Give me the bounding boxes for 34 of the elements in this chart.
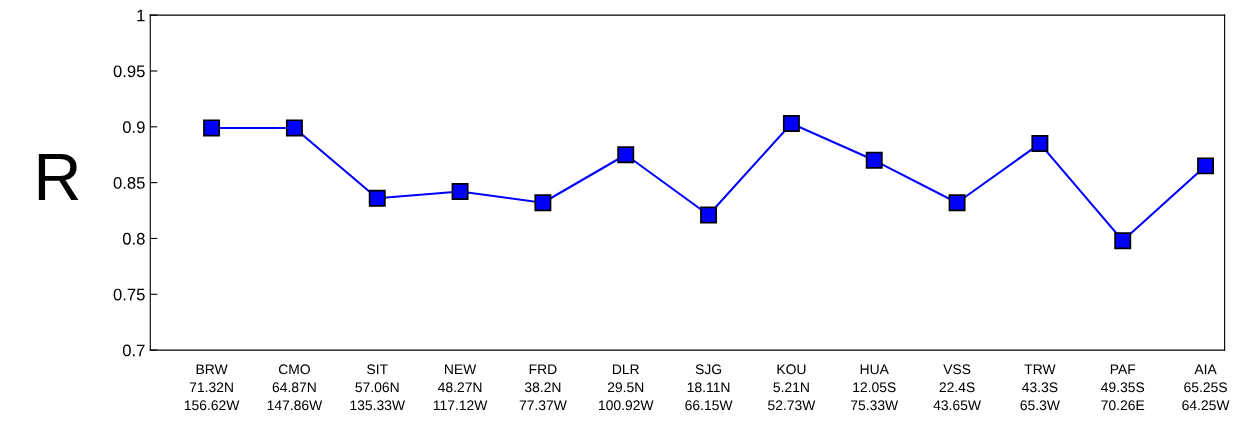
point [617,146,635,164]
x-tick-label: NEW 48.27N 117.12W [433,364,488,411]
x-tick-label: DLR 29.5N 100.92W [599,364,654,411]
point [1031,135,1049,153]
point [1114,232,1132,250]
y-axis-title: R [38,154,79,200]
y-tick-label: 0.95 [113,65,145,78]
x-tick-label: CMO 64.87N 147.86W [267,364,323,411]
point [451,183,469,201]
x-tick-label: PAF 49.35S 70.26E [1101,364,1145,411]
point [203,119,221,137]
point [1197,157,1215,175]
point [865,151,883,169]
point [948,194,966,212]
y-tick-label: 0.75 [113,288,145,301]
x-tick-label: FRD 38.2N 77.37W [519,364,567,411]
point [782,114,800,132]
x-tick-label: BRW 71.32N 156.62W [184,364,240,411]
x-tick-label: SIT 57.06N 135.33W [350,364,405,411]
point [534,194,552,212]
point [368,189,386,207]
x-tick-label: SJG 18.11N 66.15W [685,364,733,411]
x-tick-label: KOU 5.21N 52.73W [768,364,816,411]
x-tick-label: AIA 65.25S 64.25W [1182,364,1230,411]
point [700,206,718,224]
y-tick-label: 0.9 [122,121,145,134]
point [285,119,303,137]
y-tick-label: 0.8 [122,232,145,245]
x-tick-label: VSS 22.4S 43.65W [933,364,981,411]
x-tick-label: TRW 43.3S 65.3W [1020,364,1060,411]
x-tick-label: HUA 12.05S 75.33W [851,364,899,411]
y-tick-label: 0.85 [113,177,145,189]
y-tick-label: 0.7 [122,344,145,357]
y-tick-label: 1 [137,9,145,22]
